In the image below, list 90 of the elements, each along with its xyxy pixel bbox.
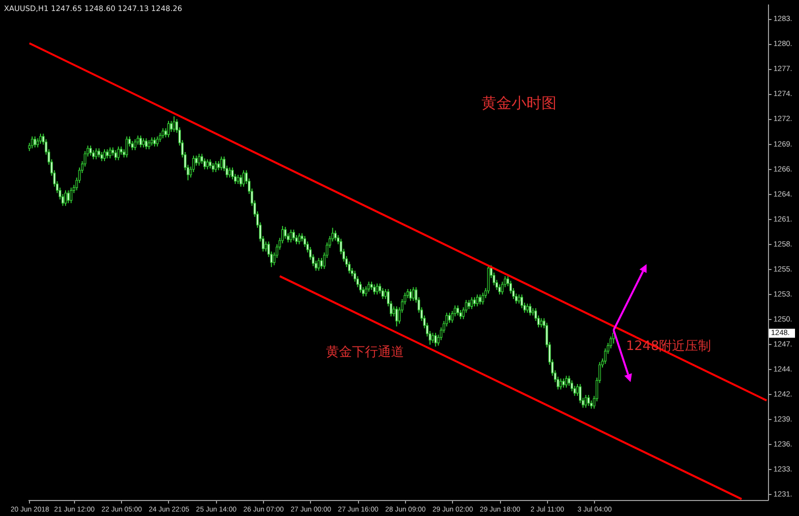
candlestick — [131, 140, 134, 151]
candlestick — [559, 378, 562, 390]
annotation: 黄金下行通道 — [326, 345, 404, 360]
candlestick — [108, 146, 112, 159]
candlestick — [240, 174, 242, 188]
candlestick — [195, 155, 198, 166]
candlestick — [172, 116, 176, 132]
candlestick — [482, 292, 484, 306]
candlestick — [364, 286, 368, 297]
candlestick — [562, 378, 565, 388]
candlestick — [570, 380, 574, 392]
annotation: 1248附近压制 — [626, 339, 712, 354]
candlestick — [468, 299, 470, 310]
candlestick — [284, 226, 287, 240]
candlestick — [540, 318, 543, 328]
candlestick — [167, 120, 170, 138]
candlestick — [395, 306, 398, 327]
candlestick — [139, 135, 142, 148]
candlestick — [153, 136, 156, 147]
candlestick — [206, 158, 209, 170]
candlestick — [92, 150, 95, 160]
candlestick — [198, 153, 200, 166]
candlestick — [214, 160, 218, 173]
candlestick — [478, 294, 482, 306]
candlestick — [518, 294, 520, 304]
candlestick — [526, 303, 529, 314]
candlestick — [103, 148, 106, 162]
candlestick — [376, 283, 378, 295]
candlestick — [317, 257, 320, 272]
candlestick — [384, 288, 387, 300]
candlestick — [520, 294, 524, 309]
candlestick — [162, 128, 164, 139]
candlestick — [298, 232, 300, 245]
candlestick — [290, 229, 292, 243]
candlestick — [409, 288, 412, 302]
candlestick — [158, 132, 162, 142]
candlestick — [334, 230, 337, 242]
candlestick — [217, 160, 220, 171]
candlestick — [164, 128, 167, 138]
candlestick — [144, 138, 148, 150]
candlestick — [89, 145, 92, 156]
candlestick — [170, 120, 173, 132]
candlestick — [126, 136, 128, 158]
candlestick — [368, 281, 370, 292]
candlestick — [473, 296, 476, 307]
candlestick — [117, 146, 120, 161]
candlestick — [156, 136, 159, 147]
candlestick — [203, 158, 206, 170]
candlestick — [476, 294, 479, 307]
candlestick — [30, 136, 34, 149]
candlestick — [231, 167, 234, 180]
candlestick — [134, 138, 136, 151]
candlestick — [381, 288, 384, 300]
candlestick — [470, 296, 473, 310]
candlestick — [434, 332, 437, 348]
candlestick — [36, 138, 39, 148]
candlestick — [292, 229, 295, 242]
candlestick — [242, 170, 245, 188]
candlestick — [578, 383, 582, 404]
candlestick — [448, 312, 451, 324]
candlestick — [459, 310, 462, 320]
candlestick — [70, 187, 72, 204]
candlestick — [100, 151, 103, 162]
candlestick — [67, 190, 70, 204]
candlestick — [34, 136, 36, 148]
text: 黄金小时图 — [482, 94, 556, 112]
candlestick — [412, 286, 415, 302]
candlestick — [212, 162, 214, 173]
candlestick — [320, 257, 323, 270]
candlestick — [98, 148, 100, 158]
candlestick — [498, 284, 501, 295]
candlestick — [432, 332, 434, 344]
candlestick — [565, 375, 568, 388]
candlestick — [39, 133, 42, 144]
candlestick — [456, 304, 460, 316]
candlestick — [487, 264, 490, 294]
candlestick — [94, 148, 98, 160]
candlestick — [114, 150, 117, 161]
candlestick — [220, 156, 223, 171]
candlestick — [228, 167, 231, 178]
candlestick — [587, 394, 590, 406]
candlestick — [64, 190, 67, 206]
candlestick — [142, 138, 145, 148]
candlestick — [106, 148, 109, 159]
candlestick — [208, 158, 212, 169]
candlestick — [528, 303, 532, 316]
candlestick — [236, 174, 240, 184]
candlestick — [148, 140, 150, 150]
candlestick — [373, 284, 376, 295]
candlestick — [584, 394, 588, 408]
